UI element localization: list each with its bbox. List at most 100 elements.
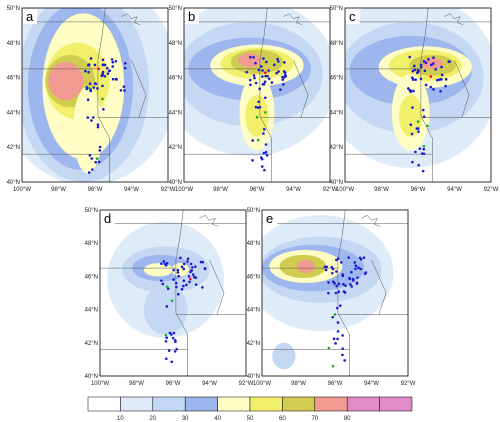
station-dot — [262, 127, 266, 131]
station-dot — [335, 270, 338, 273]
station-dot — [172, 268, 175, 272]
map-frame — [183, 7, 331, 183]
station-dot — [94, 160, 97, 164]
station-dot — [92, 116, 95, 119]
station-dot — [331, 315, 335, 319]
station-dot — [172, 278, 175, 281]
station-dot — [342, 290, 346, 293]
station-dot — [422, 60, 426, 63]
station-dot — [245, 70, 249, 74]
contour-fill — [297, 259, 315, 274]
station-dot — [429, 63, 433, 67]
lat-label: 50°N — [330, 6, 343, 12]
colorbar-swatch — [152, 396, 186, 412]
station-dot — [185, 283, 188, 287]
station-dot — [342, 282, 345, 286]
station-dot — [257, 100, 260, 104]
station-dot — [339, 261, 343, 264]
station-dot — [407, 87, 410, 90]
contour-fill — [245, 95, 269, 137]
station-dot — [171, 336, 175, 340]
lon-label: 96°W — [411, 187, 426, 193]
station-dot — [417, 130, 420, 133]
panel-label-box — [346, 9, 360, 24]
station-dot — [191, 273, 195, 276]
station-dot — [414, 78, 417, 82]
station-dot — [110, 58, 114, 61]
station-dot — [416, 68, 420, 72]
station-dot — [84, 69, 87, 73]
lat-label: 44°N — [169, 110, 182, 116]
station-dot — [413, 64, 416, 68]
colorbar-swatch — [184, 396, 218, 412]
lon-label: 100°W — [91, 381, 109, 387]
station-dot — [439, 89, 442, 93]
panel-label: a — [26, 9, 34, 24]
station-dot — [87, 86, 91, 90]
station-dot — [91, 168, 94, 171]
station-dot — [87, 70, 90, 74]
station-dot — [101, 58, 105, 62]
lat-label: 42°N — [7, 145, 20, 151]
lon-label: 94°W — [447, 187, 462, 193]
station-dot — [354, 267, 357, 271]
station-dot — [409, 123, 413, 127]
station-dot — [189, 262, 193, 266]
station-dot — [335, 284, 338, 288]
station-dot — [173, 350, 177, 353]
station-dot — [263, 96, 267, 100]
station-dot — [339, 304, 342, 308]
station-dot — [409, 90, 413, 94]
station-dot — [165, 285, 169, 289]
station-dot — [254, 81, 258, 85]
station-dot — [179, 256, 182, 260]
station-dot — [88, 154, 92, 157]
lat-label: 44°N — [7, 110, 20, 116]
station-dot — [353, 261, 357, 264]
panel-label-box — [263, 211, 277, 226]
lat-label: 50°N — [247, 208, 260, 214]
lon-label: 92°W — [484, 187, 499, 193]
station-dot — [203, 267, 207, 271]
station-dot — [419, 63, 423, 67]
station-dot — [164, 264, 168, 267]
station-dot — [283, 61, 286, 64]
station-dot — [447, 60, 451, 63]
station-dot — [188, 280, 191, 284]
station-dot — [429, 85, 433, 89]
station-dot — [189, 277, 192, 281]
station-dot — [341, 334, 344, 337]
station-dot — [90, 157, 94, 160]
station-dot — [411, 69, 415, 73]
colorbar-label: 60 — [279, 416, 286, 422]
station-dot — [164, 357, 168, 361]
station-dot — [282, 70, 286, 73]
station-dot — [92, 86, 96, 89]
station-dot — [355, 282, 359, 285]
station-dot — [169, 333, 173, 336]
station-dot — [258, 87, 262, 91]
station-dot — [440, 73, 444, 77]
lon-label: 100°W — [13, 187, 31, 193]
station-dot — [422, 147, 426, 151]
station-dot — [364, 271, 368, 274]
lon-label: 100°W — [175, 187, 193, 193]
station-dot — [427, 57, 430, 61]
lat-label: 42°N — [330, 145, 343, 151]
colorbar-swatch — [282, 396, 316, 412]
station-dot — [257, 68, 261, 72]
station-dot — [249, 83, 252, 87]
station-dot — [426, 124, 429, 128]
station-dot — [175, 285, 178, 289]
lon-label: 98°W — [291, 381, 306, 387]
station-dot — [253, 76, 256, 80]
station-dot — [108, 69, 112, 73]
lon-label: 98°W — [51, 187, 66, 193]
station-dot — [88, 82, 92, 85]
contour-fill — [399, 95, 423, 137]
station-dot — [422, 145, 426, 148]
station-dot — [262, 57, 265, 60]
station-dot — [279, 88, 282, 91]
